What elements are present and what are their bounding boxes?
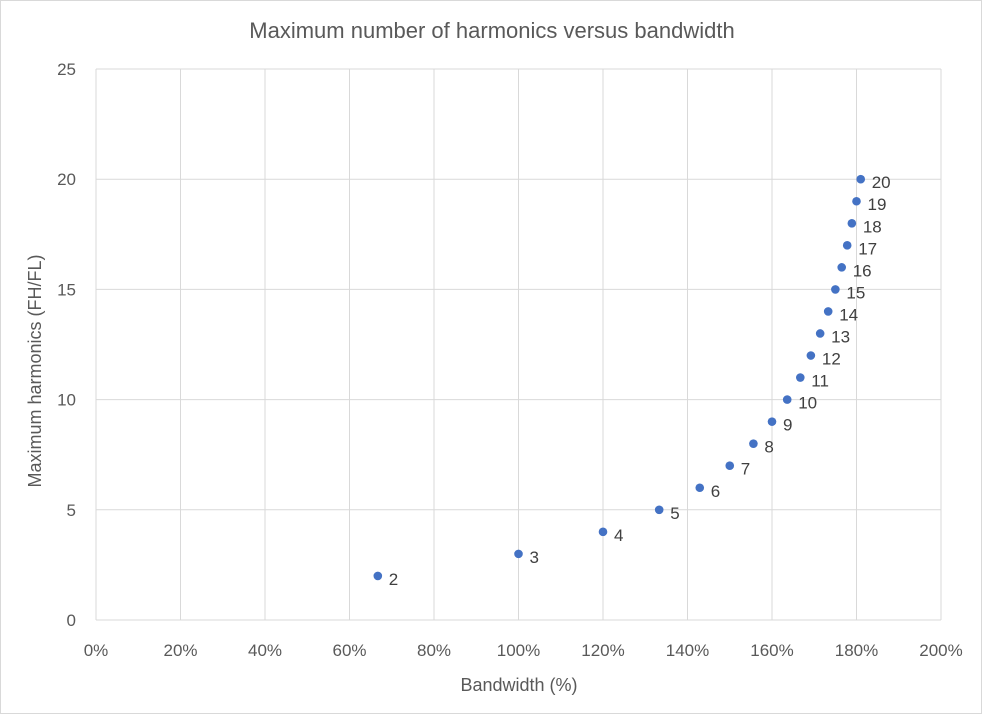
data-labels: 2 3 4 5 6 789 10 11 12 13 14 15 16 17 18 19 20 [389,173,891,589]
data-label: 13 [831,327,850,346]
x-tick-label: 160% [750,641,793,660]
data-point [749,439,758,448]
data-point [842,241,852,250]
x-tick-label: 20% [163,641,197,660]
y-tick-label: 25 [57,60,76,79]
data-point [796,373,805,382]
data-point [373,571,383,581]
data-label: 18 [863,217,882,236]
gridlines [95,68,942,621]
x-tick-label: 100% [497,641,540,660]
data-point [598,527,608,537]
data-point [767,417,777,426]
y-tick-label: 15 [57,280,76,299]
chart-title: Maximum number of harmonics versus bandw… [249,18,734,43]
y-tick-label: 10 [57,391,76,410]
x-tick-label: 120% [581,641,624,660]
x-tick-label: 140% [666,641,709,660]
data-label: 16 [853,261,872,280]
data-point [856,174,866,184]
data-label: 11 [811,372,829,391]
x-axis-ticks: 0% 20% 40% 60% 80% 100% 120% 140% 160% 180% 200% [84,641,963,660]
data-point [815,329,825,338]
y-axis-ticks: 0 5 10 15 20 25 [57,60,76,630]
data-point [823,307,833,316]
x-tick-label: 200% [919,641,962,660]
data-label: 4 [614,526,623,545]
y-tick-label: 0 [67,611,76,630]
data-label: 3 [530,548,539,567]
data-label: 15 [846,283,865,302]
y-tick-label: 20 [57,170,76,189]
x-tick-label: 40% [248,641,282,660]
data-point [514,549,523,559]
x-tick-label: 0% [84,641,109,660]
data-point [806,351,816,360]
x-tick-label: 180% [835,641,878,660]
data-label: 12 [822,350,841,369]
data-label: 20 [872,173,891,192]
data-label: 2 [389,570,398,589]
x-axis-title: Bandwidth (%) [460,675,577,695]
data-label: 14 [839,305,858,324]
data-label: 17 [858,239,877,258]
data-point [695,483,705,493]
data-point [847,218,857,228]
data-label: 10 [798,394,817,413]
data-point [852,196,861,206]
data-label: 6 [711,482,720,501]
y-axis-title: Maximum harmonics (FH/FL) [25,254,45,487]
data-label: 19 [868,195,887,214]
data-label: 9 [783,416,792,435]
data-label: 5 [670,504,679,523]
data-label: 7 [741,460,750,479]
data-point [782,395,792,404]
data-points [373,174,866,581]
y-tick-label: 5 [67,501,76,520]
x-tick-label: 80% [417,641,451,660]
data-point [654,505,664,515]
x-tick-label: 60% [332,641,366,660]
data-point [837,263,847,272]
data-label: 8 [764,438,773,457]
data-point [831,285,840,294]
data-point [725,461,735,471]
